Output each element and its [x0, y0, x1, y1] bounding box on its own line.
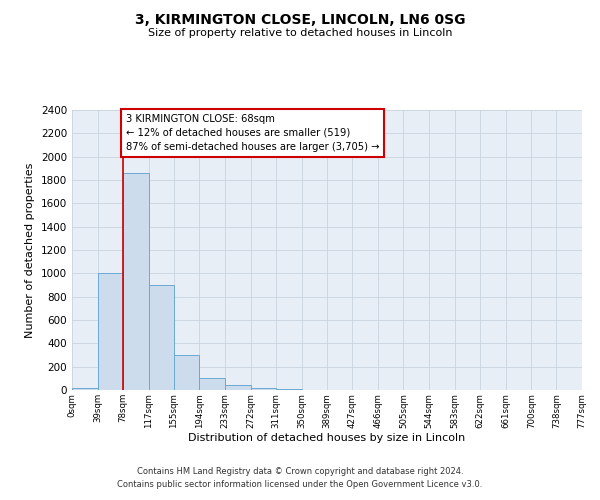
Text: Contains public sector information licensed under the Open Government Licence v3: Contains public sector information licen…: [118, 480, 482, 489]
Bar: [225, 385, 251, 390]
Text: Contains HM Land Registry data © Crown copyright and database right 2024.: Contains HM Land Registry data © Crown c…: [137, 467, 463, 476]
Bar: [149, 285, 174, 390]
Bar: [251, 388, 276, 390]
Text: Size of property relative to detached houses in Lincoln: Size of property relative to detached ho…: [148, 28, 452, 38]
Text: 3, KIRMINGTON CLOSE, LINCOLN, LN6 0SG: 3, KIRMINGTON CLOSE, LINCOLN, LN6 0SG: [135, 12, 465, 26]
Bar: [98, 274, 123, 390]
Bar: [174, 355, 199, 390]
Bar: [199, 378, 225, 390]
X-axis label: Distribution of detached houses by size in Lincoln: Distribution of detached houses by size …: [188, 433, 466, 443]
Text: 3 KIRMINGTON CLOSE: 68sqm
← 12% of detached houses are smaller (519)
87% of semi: 3 KIRMINGTON CLOSE: 68sqm ← 12% of detac…: [126, 114, 379, 152]
Bar: [72, 388, 98, 390]
Bar: [123, 173, 149, 390]
Y-axis label: Number of detached properties: Number of detached properties: [25, 162, 35, 338]
Bar: [276, 389, 302, 390]
